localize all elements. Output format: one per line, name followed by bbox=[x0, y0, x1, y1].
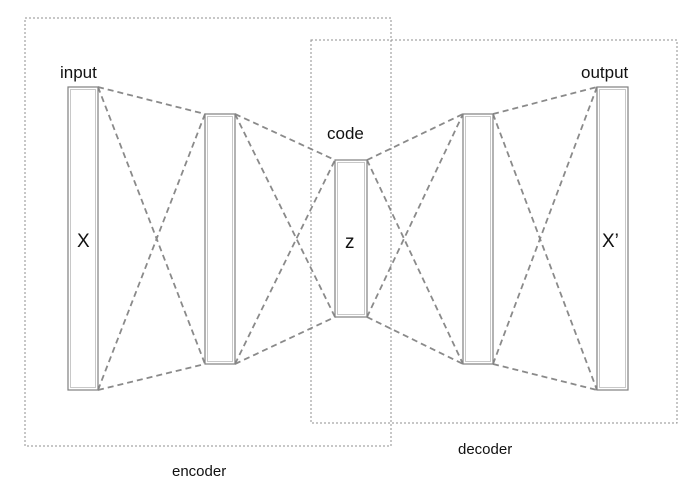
connection-hidden2-bottom-output-top bbox=[492, 86, 598, 365]
connection-hidden2-top-output-top bbox=[492, 86, 598, 115]
connection-hidden1-bottom-code-bottom bbox=[234, 316, 336, 365]
output-layer-bar bbox=[596, 86, 629, 391]
output-layer-bar-inner bbox=[599, 89, 626, 388]
code-layer bbox=[334, 159, 368, 318]
encoder-region-box bbox=[24, 17, 392, 447]
connection-input-top-hidden1-bottom bbox=[97, 86, 206, 365]
hidden-layer-decoder bbox=[462, 113, 494, 365]
connection-hidden2-top-output-bottom bbox=[492, 113, 598, 391]
input-layer bbox=[67, 86, 99, 391]
connection-input-bottom-hidden1-top bbox=[97, 113, 206, 391]
input-layer-bar-inner bbox=[70, 89, 96, 388]
hidden-layer-encoder bbox=[204, 113, 236, 365]
decoder-region-box bbox=[310, 39, 678, 424]
connection-code-bottom-hidden2-top bbox=[366, 113, 464, 318]
connection-code-top-hidden2-bottom bbox=[366, 159, 464, 365]
connection-hidden1-bottom-code-top bbox=[234, 159, 336, 365]
connection-input-top-hidden1-top bbox=[97, 86, 206, 115]
hidden-layer-encoder-bar bbox=[204, 113, 236, 365]
connections bbox=[97, 86, 598, 391]
decoder-label: decoder bbox=[458, 441, 512, 458]
connection-hidden1-top-code-top bbox=[234, 113, 336, 161]
code-layer-bar-inner bbox=[337, 162, 365, 315]
z-variable-label: z bbox=[345, 232, 355, 253]
x-prime-variable-label: X’ bbox=[602, 231, 619, 252]
connection-code-top-hidden2-top bbox=[366, 113, 464, 161]
output-layer bbox=[596, 86, 629, 391]
code-layer-bar bbox=[334, 159, 368, 318]
code-label: code bbox=[327, 124, 364, 143]
connection-input-bottom-hidden1-bottom bbox=[97, 363, 206, 391]
hidden-layer-encoder-bar-inner bbox=[207, 116, 233, 362]
output-label: output bbox=[581, 63, 629, 82]
input-label: input bbox=[60, 63, 97, 82]
connection-hidden1-top-code-bottom bbox=[234, 113, 336, 318]
encoder-label: encoder bbox=[172, 463, 226, 480]
x-variable-label: X bbox=[77, 231, 90, 252]
connection-hidden2-bottom-output-bottom bbox=[492, 363, 598, 391]
hidden-layer-decoder-bar bbox=[462, 113, 494, 365]
hidden-layer-decoder-bar-inner bbox=[465, 116, 491, 362]
connection-code-bottom-hidden2-bottom bbox=[366, 316, 464, 365]
input-layer-bar bbox=[67, 86, 99, 391]
